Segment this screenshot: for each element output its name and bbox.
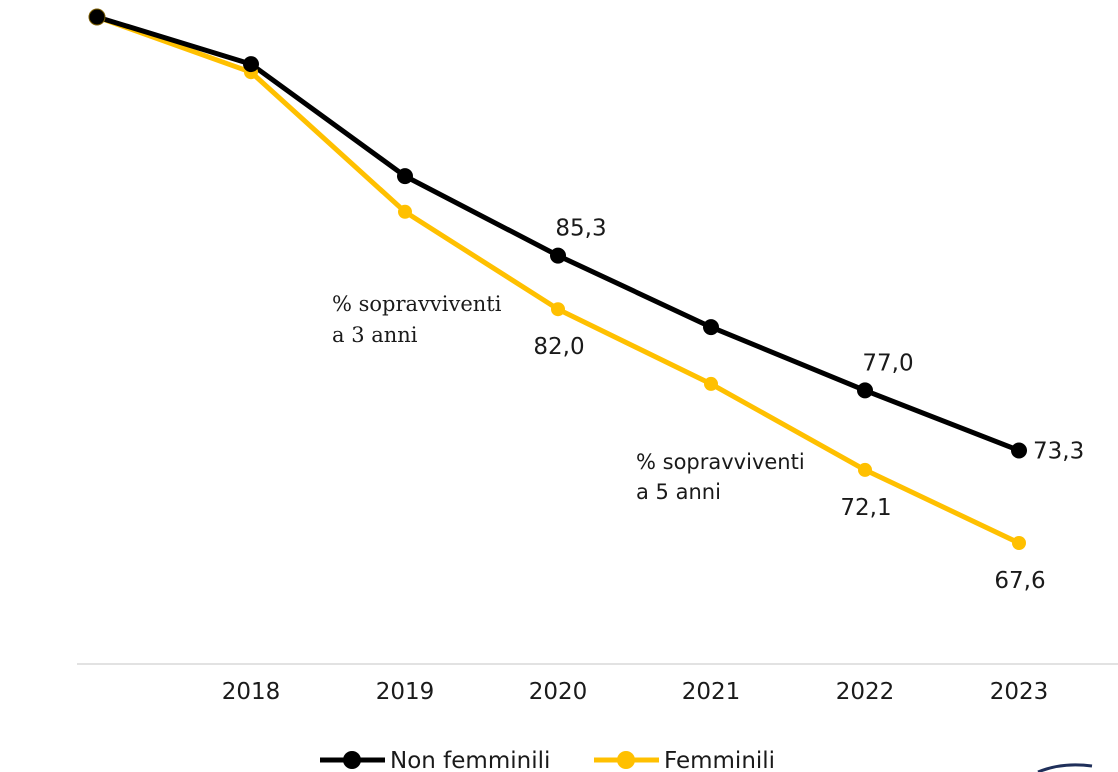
annotation-5-anni: % sopravviventi a 5 anni bbox=[636, 450, 811, 504]
series-line-femminili bbox=[96, 14, 1021, 546]
legend: Non femminili Femminili bbox=[320, 748, 775, 772]
annotation-3-anni: % sopravviventi a 3 anni bbox=[332, 292, 508, 347]
point-non-femminili-2019 bbox=[397, 168, 413, 185]
data-labels: 85,3 77,0 73,3 82,0 72,1 67,6 bbox=[533, 216, 1084, 594]
x-tick-label-2018: 2018 bbox=[222, 679, 281, 705]
x-tick-label-2019: 2019 bbox=[376, 679, 435, 705]
annotation-5-anni-line-1: % sopravviventi bbox=[636, 450, 805, 474]
annotation-3-anni-line-2: a 3 anni bbox=[332, 323, 418, 347]
data-label-non-femminili-2022: 77,0 bbox=[862, 350, 913, 376]
point-femminili-2021 bbox=[704, 376, 718, 391]
point-femminili-2023 bbox=[1012, 536, 1026, 550]
data-label-femminili-2022: 72,1 bbox=[840, 495, 891, 521]
data-label-femminili-2023: 67,6 bbox=[994, 568, 1045, 594]
legend-marker-non-femminili bbox=[343, 751, 361, 769]
point-non-femminili-2022 bbox=[857, 382, 873, 399]
x-tick-label-2020: 2020 bbox=[529, 679, 588, 705]
annotation-5-anni-line-2: a 5 anni bbox=[636, 480, 721, 504]
point-femminili-2019 bbox=[398, 204, 412, 219]
legend-item-femminili[interactable]: Femminili bbox=[594, 748, 775, 772]
point-non-femminili-2023 bbox=[1011, 442, 1027, 459]
corner-logo-fragment bbox=[1037, 763, 1093, 772]
data-label-femminili-2020: 82,0 bbox=[533, 334, 584, 360]
legend-item-non-femminili[interactable]: Non femminili bbox=[320, 748, 550, 772]
point-non-femminili-2018 bbox=[243, 56, 259, 73]
point-non-femminili-2017 bbox=[88, 8, 106, 26]
data-label-non-femminili-2020: 85,3 bbox=[555, 216, 606, 242]
x-tick-label-2022: 2022 bbox=[836, 679, 895, 705]
legend-marker-femminili bbox=[617, 751, 635, 769]
x-tick-labels: 2018 2019 2020 2021 2022 2023 bbox=[222, 679, 1049, 705]
annotation-3-anni-line-1: % sopravviventi bbox=[332, 292, 502, 316]
point-non-femminili-2020 bbox=[550, 247, 566, 264]
logo-arc bbox=[1037, 763, 1093, 772]
series-layer bbox=[88, 8, 1027, 550]
data-label-non-femminili-2023: 73,3 bbox=[1033, 438, 1084, 464]
legend-label-non-femminili: Non femminili bbox=[390, 748, 550, 772]
x-tick-label-2021: 2021 bbox=[682, 679, 741, 705]
x-tick-label-2023: 2023 bbox=[990, 679, 1049, 705]
point-femminili-2022 bbox=[858, 462, 872, 477]
legend-label-femminili: Femminili bbox=[664, 748, 775, 772]
point-non-femminili-2021 bbox=[703, 319, 719, 336]
point-femminili-2020 bbox=[551, 302, 565, 317]
